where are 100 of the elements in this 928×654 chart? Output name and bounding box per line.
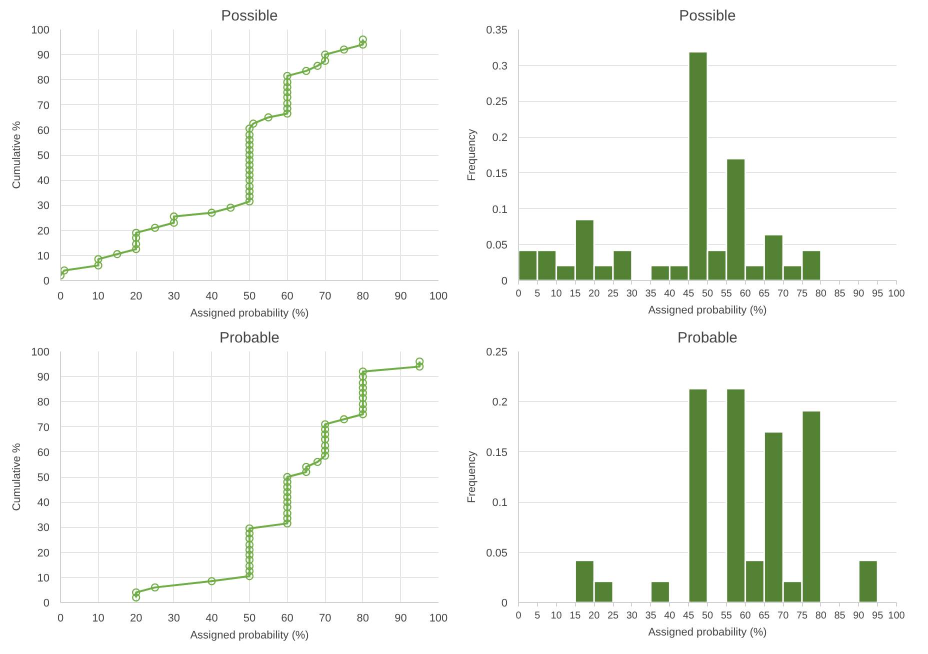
y-tick-label: 20: [37, 547, 50, 560]
x-tick-label: 70: [778, 288, 790, 300]
y-tick-label: 0.15: [486, 168, 508, 180]
x-tick-label: 90: [394, 612, 407, 624]
y-tick-label: 80: [37, 396, 50, 409]
y-tick-label: 30: [37, 522, 50, 534]
x-axis-title: Assigned probability (%): [190, 630, 309, 642]
x-tick-label: 35: [645, 610, 657, 622]
y-tick-label: 60: [37, 124, 50, 137]
x-tick-label: 25: [607, 610, 619, 622]
x-tick-label: 95: [872, 610, 884, 622]
x-tick-label: 65: [758, 288, 770, 300]
y-tick-label: 40: [37, 497, 50, 510]
x-tick-label: 50: [702, 288, 714, 300]
x-tick-label: 5: [534, 610, 541, 622]
y-tick-label: 60: [37, 446, 50, 459]
x-tick-label: 0: [516, 288, 522, 300]
x-tick-label: 50: [702, 610, 714, 622]
x-tick-label: 90: [853, 610, 865, 622]
y-tick-label: 10: [37, 250, 50, 262]
x-tick-label: 100: [429, 612, 448, 624]
x-tick-label: 75: [796, 610, 808, 622]
x-tick-label: 100: [429, 290, 448, 302]
y-tick-label: 0: [501, 598, 508, 610]
y-tick-label: 50: [37, 150, 50, 162]
y-tick-label: 30: [37, 200, 50, 212]
x-tick-label: 70: [318, 290, 332, 302]
y-tick-label: 0.2: [492, 396, 508, 409]
x-tick-label: 40: [206, 290, 218, 302]
chart-title: Probable: [677, 330, 738, 346]
y-tick-label: 100: [31, 346, 50, 358]
x-tick-label: 45: [683, 610, 695, 622]
x-tick-label: 30: [168, 290, 180, 302]
y-tick-label: 0.1: [492, 204, 508, 216]
y-axis-title: Frequency: [466, 450, 478, 503]
x-tick-label: 10: [550, 288, 562, 300]
y-tick-label: 40: [37, 175, 50, 188]
y-tick-label: 0.25: [486, 96, 508, 108]
x-tick-label: 80: [815, 610, 827, 622]
x-tick-label: 60: [281, 612, 294, 624]
x-tick-label: 30: [168, 612, 180, 624]
x-tick-label: 90: [394, 290, 407, 302]
x-tick-label: 70: [778, 610, 790, 622]
x-tick-label: 10: [92, 290, 104, 302]
y-tick-label: 10: [37, 572, 50, 584]
x-tick-label: 95: [872, 288, 884, 300]
y-tick-label: 90: [37, 50, 50, 62]
x-tick-label: 20: [130, 290, 142, 302]
x-tick-label: 40: [664, 610, 676, 622]
x-tick-label: 100: [888, 610, 906, 622]
x-tick-label: 100: [888, 288, 906, 300]
chart-title: Probable: [219, 330, 280, 346]
x-tick-label: 80: [815, 288, 827, 300]
chart-title: Possible: [221, 8, 278, 24]
y-tick-label: 70: [37, 422, 50, 434]
chart-title: Possible: [679, 8, 736, 24]
x-tick-label: 15: [570, 610, 582, 622]
y-tick-label: 50: [37, 472, 50, 484]
y-axis-title: Cumulative %: [11, 120, 24, 189]
x-tick-label: 45: [683, 288, 695, 300]
x-tick-label: 70: [318, 612, 332, 624]
y-tick-label: 0.2: [492, 132, 508, 144]
y-tick-label: 0.35: [486, 24, 508, 36]
x-tick-label: 10: [92, 612, 104, 624]
x-tick-label: 75: [796, 288, 808, 300]
x-tick-label: 55: [720, 610, 732, 622]
x-tick-label: 55: [720, 288, 732, 300]
x-tick-label: 80: [356, 612, 370, 624]
x-tick-label: 85: [834, 610, 846, 622]
y-tick-label: 100: [31, 24, 50, 36]
x-tick-label: 5: [534, 288, 541, 300]
y-tick-label: 0.1: [492, 497, 508, 510]
x-tick-label: 10: [550, 610, 562, 622]
x-tick-label: 85: [834, 288, 846, 300]
x-tick-label: 60: [281, 290, 294, 302]
y-tick-label: 0.05: [486, 240, 508, 252]
x-tick-label: 15: [570, 288, 582, 300]
y-tick-label: 0.05: [486, 547, 508, 560]
x-tick-label: 30: [626, 288, 638, 300]
x-tick-label: 60: [740, 610, 752, 622]
x-tick-label: 20: [588, 610, 600, 622]
y-axis-title: Frequency: [466, 128, 478, 181]
x-tick-label: 60: [740, 288, 752, 300]
x-tick-label: 40: [664, 288, 676, 300]
y-axis-title: Cumulative %: [11, 442, 24, 511]
y-tick-label: 90: [37, 372, 50, 384]
x-tick-label: 0: [57, 612, 64, 624]
x-tick-label: 40: [206, 612, 218, 624]
y-tick-label: 80: [37, 74, 50, 87]
x-tick-label: 65: [758, 610, 770, 622]
x-tick-label: 50: [243, 612, 256, 624]
x-axis-title: Assigned probability (%): [648, 626, 767, 638]
y-tick-label: 0.3: [492, 60, 508, 72]
x-tick-label: 35: [645, 288, 657, 300]
x-tick-label: 80: [356, 290, 370, 302]
x-axis-title: Assigned probability (%): [648, 304, 767, 316]
x-tick-label: 25: [607, 288, 619, 300]
x-axis-title: Assigned probability (%): [190, 308, 309, 320]
y-tick-label: 20: [37, 225, 50, 238]
x-tick-label: 50: [243, 290, 256, 302]
